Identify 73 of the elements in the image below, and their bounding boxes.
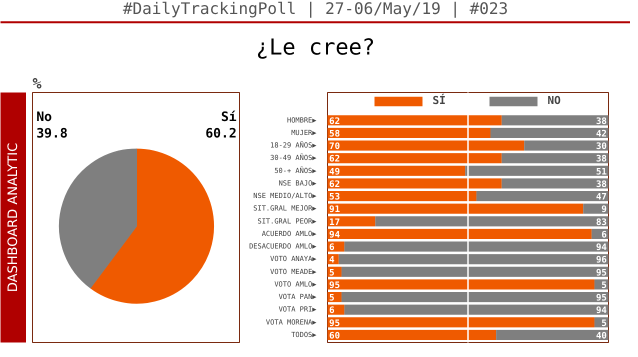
legend-label: SÍ: [432, 94, 447, 107]
data-label: 91: [329, 205, 340, 216]
data-label: 6: [601, 230, 607, 240]
bar: [328, 279, 594, 290]
data-label: 53: [329, 192, 340, 203]
bar: [524, 140, 608, 151]
bar: [502, 178, 608, 188]
data-label: 39.8: [36, 126, 68, 142]
data-label: 96: [596, 256, 607, 266]
data-label: 47: [596, 192, 607, 203]
bar: [342, 292, 608, 302]
bar: [344, 241, 608, 252]
bar: [496, 330, 608, 340]
text: #DailyTrackingPoll | 27-06/May/19 | #023: [122, 0, 508, 18]
data-label: 40: [596, 331, 607, 342]
data-label: 38: [596, 154, 607, 165]
data-label: 6: [329, 306, 335, 316]
bar: [502, 115, 608, 126]
data-label: 17: [329, 218, 340, 228]
bar: [342, 266, 608, 277]
data-label: 62: [329, 154, 340, 165]
data-label: 38: [596, 180, 607, 190]
data-label: 49: [329, 167, 340, 178]
data-label: 5: [329, 294, 335, 304]
data-label: 51: [596, 167, 607, 178]
text: DASHBOARD ANALYTIC: [6, 142, 21, 292]
data-label: 60.2: [205, 126, 237, 142]
data-label: 60: [329, 331, 340, 342]
data-label: 95: [329, 280, 340, 291]
data-label: 42: [596, 129, 607, 140]
bar: [338, 254, 608, 264]
data-label: 95: [596, 268, 607, 278]
bar: [465, 166, 608, 176]
data-label: 94: [596, 306, 608, 316]
bar: [375, 216, 608, 226]
data-label: 62: [329, 180, 340, 190]
bar: [328, 228, 592, 239]
bar: [328, 204, 584, 214]
data-label: 5: [329, 268, 335, 278]
data-label: 95: [329, 318, 340, 329]
data-label: 6: [329, 243, 335, 254]
data-label: 94: [596, 243, 608, 254]
bar: [490, 128, 608, 138]
bar: [328, 216, 376, 226]
bar: [328, 190, 476, 202]
data-label: 4: [329, 256, 336, 266]
bar: [328, 330, 496, 340]
bar: [328, 128, 490, 138]
bar: [328, 115, 502, 126]
bar: [328, 317, 594, 328]
slice-label: Sí: [220, 110, 237, 125]
data-label: 30: [596, 142, 607, 152]
slice-label: No: [36, 110, 52, 125]
data-label: 9: [601, 205, 607, 216]
data-label: 94: [329, 230, 341, 240]
data-label: 58: [329, 129, 340, 140]
data-label: 38: [596, 116, 607, 127]
chart-title: %: [32, 74, 42, 92]
data-label: 5: [601, 318, 607, 329]
data-label: 70: [329, 142, 340, 152]
text: ¿Le cree?: [256, 36, 376, 61]
bar: [344, 304, 608, 315]
bar: [502, 153, 608, 164]
bar: [328, 140, 524, 151]
bar: [328, 178, 502, 188]
data-label: 95: [596, 294, 607, 304]
bar: [328, 153, 502, 164]
bar: [328, 166, 466, 176]
data-label: 83: [596, 218, 607, 228]
bar: [476, 190, 608, 202]
data-label: 62: [329, 116, 340, 127]
data-label: 5: [601, 280, 607, 291]
legend-label: NO: [548, 94, 562, 107]
